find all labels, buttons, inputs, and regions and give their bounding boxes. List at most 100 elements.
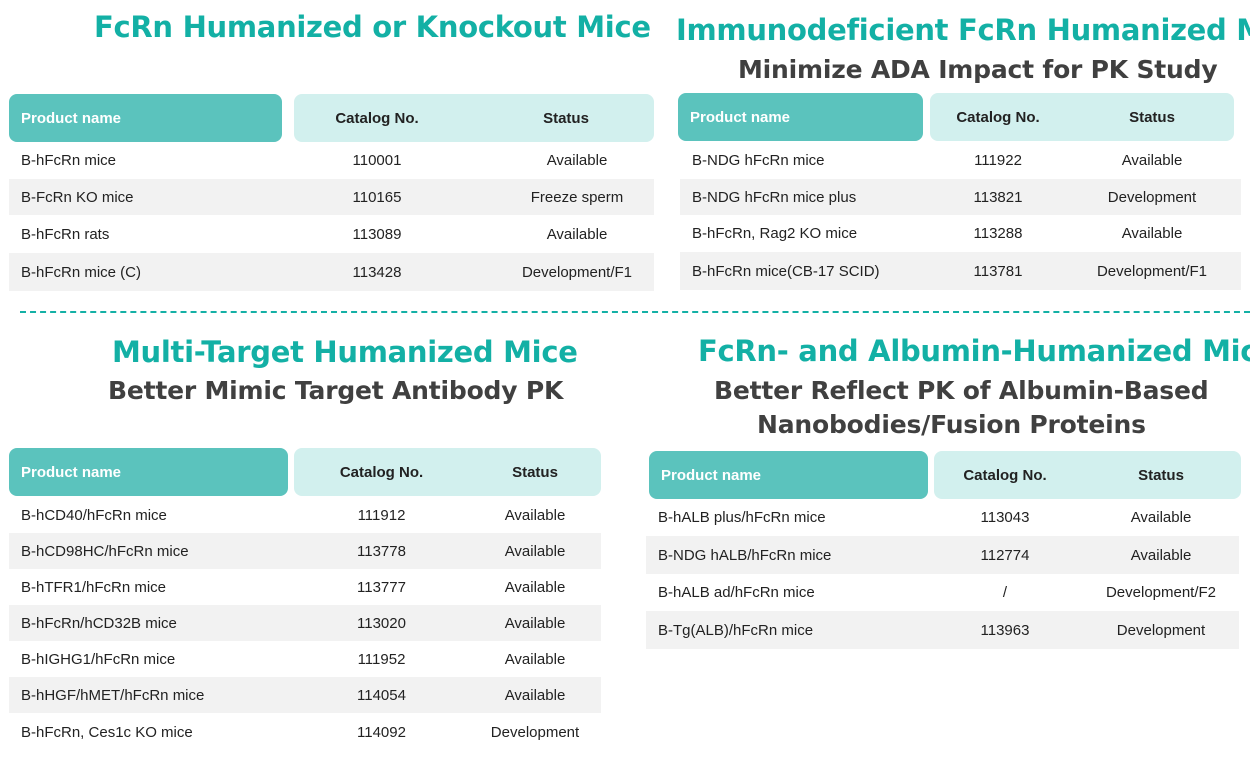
status-cell: Development [490,723,580,741]
status-cell: Development [1116,621,1206,639]
table-row: B-hFcRn, Ces1c KO mice 114092 Development [9,713,601,751]
table-row: B-hFcRn mice (C) 113428 Development/F1 [9,253,654,291]
status-cell: Available [1121,224,1183,242]
table-row: B-hFcRn, Rag2 KO mice 113288 Available [680,215,1241,251]
table-header-catalog: Catalog No. [963,466,1047,484]
table-row: B-hFcRn mice(CB-17 SCID) 113781 Developmen… [680,252,1241,290]
table-row: B-hFcRn mice 110001 Available [9,143,654,178]
product-name-cell: B-NDG hALB/hFcRn mice [658,546,832,564]
section-title-fcrn-albumin: FcRn- and Albumin-Humanized Mice [698,334,1250,368]
table-row: B-hALB ad/hFcRn mice / Development/F2 [646,574,1239,611]
section-subtitle-target-pk: Better Mimic Target Antibody PK [108,376,564,405]
product-name-cell: B-hFcRn mice (C) [21,263,142,281]
table-row: B-hFcRn rats 113089 Available [9,216,654,252]
product-name-cell: B-hCD40/hFcRn mice [21,506,167,524]
product-name-cell: B-hFcRn mice [21,152,117,169]
product-name-cell: B-hFcRn, Rag2 KO mice [692,224,858,242]
product-name-cell: B-hCD98HC/hFcRn mice [21,542,189,560]
product-name-cell: B-FcRn KO mice [21,188,134,206]
product-name-cell: B-NDG hFcRn mice plus [692,188,857,206]
product-name-cell: B-hFcRn rats [21,225,110,243]
product-name-cell: B-hIGHG1/hFcRn mice [21,650,176,668]
status-cell: Freeze sperm [530,188,624,206]
catalog-number-cell: 113778 [357,542,406,560]
section-title-immunodeficient-fcrn: Immunodeficient FcRn Humanized Mice [676,13,1250,47]
catalog-number-cell: 113089 [352,225,402,243]
status-cell: Development/F1 [1096,262,1208,280]
table-row: B-NDG hALB/hFcRn mice 112774 Available [646,536,1239,574]
catalog-number-cell: 113043 [980,509,1030,526]
catalog-number-cell: 113428 [352,263,402,281]
table-header-catalog: Catalog No. [335,109,419,127]
table-header-product-name: Product name [9,448,288,496]
table-row: B-hCD98HC/hFcRn mice 113778 Available [9,533,601,569]
table-header-status: Status [543,109,589,127]
catalog-number-cell: 112774 [980,546,1030,564]
product-name-cell: B-hALB plus/hFcRn mice [658,509,826,526]
table-row: B-NDG hFcRn mice plus 113821 Development [680,179,1241,215]
status-cell: Development [1107,188,1197,206]
table-header-bar: Catalog No. Status [934,451,1241,499]
catalog-number-cell: 110001 [352,152,402,169]
status-cell: Available [504,542,566,560]
catalog-number-cell: 113781 [973,262,1023,280]
table-row: B-NDG hFcRn mice 111922 Available [680,143,1241,178]
status-cell: Available [504,614,566,632]
status-cell: Available [1130,546,1192,564]
status-cell: Available [504,686,566,704]
section-subtitle-ada: Minimize ADA Impact for PK Study [738,55,1218,84]
table-row: B-Tg(ALB)/hFcRn mice 113963 Development [646,611,1239,649]
status-cell: Available [546,152,608,169]
catalog-number-cell: 111952 [357,650,406,668]
product-name-cell: B-NDG hFcRn mice [692,152,825,169]
table-header-product-name: Product name [9,94,282,142]
catalog-number-cell: 111912 [357,506,406,524]
catalog-number-cell: / [1002,584,1008,601]
table-row: B-hHGF/hMET/hFcRn mice 114054 Available [9,677,601,713]
status-cell: Development/F1 [521,263,633,281]
table-header-status: Status [512,463,558,481]
status-cell: Available [1121,152,1183,169]
section-subtitle-albumin-line2: Nanobodies/Fusion Proteins [757,410,1146,439]
product-name-cell: B-hFcRn mice(CB-17 SCID) [692,262,880,280]
product-name-cell: B-hALB ad/hFcRn mice [658,584,815,601]
section-title-multi-target: Multi-Target Humanized Mice [112,335,578,369]
catalog-number-cell: 113288 [973,224,1023,242]
table-header-catalog: Catalog No. [339,463,424,481]
table-header-product-name: Product name [678,93,923,141]
table-row: B-FcRn KO mice 110165 Freeze sperm [9,179,654,215]
catalog-number-cell: 113020 [357,614,406,632]
product-name-cell: B-Tg(ALB)/hFcRn mice [658,621,814,639]
section-subtitle-albumin-line1: Better Reflect PK of Albumin-Based [714,376,1209,405]
table-row: B-hCD40/hFcRn mice 111912 Available [9,497,601,533]
table-header-bar: Catalog No. Status [294,448,601,496]
status-cell: Available [504,650,566,668]
product-name-cell: B-hHGF/hMET/hFcRn mice [21,686,205,704]
product-name-cell: B-hFcRn/hCD32B mice [21,614,177,632]
status-cell: Available [546,225,608,243]
status-cell: Available [1130,509,1192,526]
status-cell: Available [504,506,566,524]
product-name-cell: B-hTFR1/hFcRn mice [21,578,167,596]
table-header-product-name: Product name [649,451,928,499]
status-cell: Available [504,578,566,596]
catalog-number-cell: 110165 [352,188,402,206]
catalog-number-cell: 114054 [357,686,406,704]
status-cell: Development/F2 [1105,584,1217,601]
table-row: B-hFcRn/hCD32B mice 113020 Available [9,605,601,641]
table-header-status: Status [1138,466,1184,484]
catalog-number-cell: 113821 [973,188,1023,206]
table-row: B-hIGHG1/hFcRn mice 111952 Available [9,641,601,677]
table-header-bar: Catalog No. Status [294,94,654,142]
catalog-number-cell: 113777 [357,578,406,596]
table-header-status: Status [1129,108,1175,126]
product-name-cell: B-hFcRn, Ces1c KO mice [21,723,193,741]
table-header-catalog: Catalog No. [956,108,1040,126]
catalog-number-cell: 113963 [980,621,1030,639]
catalog-number-cell: 111922 [974,152,1022,169]
catalog-number-cell: 114092 [357,723,406,741]
table-header-bar: Catalog No. Status [930,93,1234,141]
table-row: B-hALB plus/hFcRn mice 113043 Available [646,499,1239,536]
section-title-fcrn-humanized-knockout: FcRn Humanized or Knockout Mice [94,10,651,44]
section-divider [20,311,1250,313]
